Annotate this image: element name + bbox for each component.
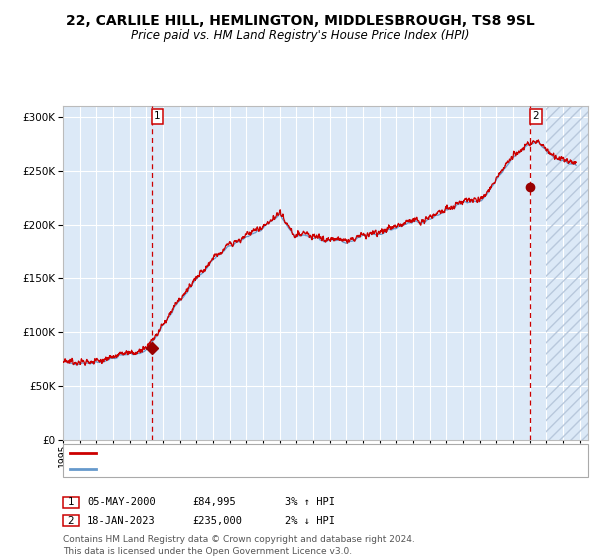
Text: 2: 2 <box>67 516 74 526</box>
Text: 05-MAY-2000: 05-MAY-2000 <box>87 497 156 507</box>
Text: 22, CARLILE HILL, HEMLINGTON, MIDDLESBROUGH, TS8 9SL: 22, CARLILE HILL, HEMLINGTON, MIDDLESBRO… <box>65 14 535 28</box>
Text: Contains HM Land Registry data © Crown copyright and database right 2024.
This d: Contains HM Land Registry data © Crown c… <box>63 535 415 556</box>
Text: 3% ↑ HPI: 3% ↑ HPI <box>285 497 335 507</box>
Text: £84,995: £84,995 <box>192 497 236 507</box>
Text: 18-JAN-2023: 18-JAN-2023 <box>87 516 156 526</box>
Text: 2: 2 <box>532 111 539 122</box>
Text: Price paid vs. HM Land Registry's House Price Index (HPI): Price paid vs. HM Land Registry's House … <box>131 29 469 42</box>
Text: 22, CARLILE HILL, HEMLINGTON, MIDDLESBROUGH, TS8 9SL (detached house): 22, CARLILE HILL, HEMLINGTON, MIDDLESBRO… <box>99 447 506 458</box>
Text: HPI: Average price, detached house, Middlesbrough: HPI: Average price, detached house, Midd… <box>99 464 369 474</box>
Text: 2% ↓ HPI: 2% ↓ HPI <box>285 516 335 526</box>
Text: 1: 1 <box>67 497 74 507</box>
Text: £235,000: £235,000 <box>192 516 242 526</box>
Text: 1: 1 <box>154 111 161 122</box>
